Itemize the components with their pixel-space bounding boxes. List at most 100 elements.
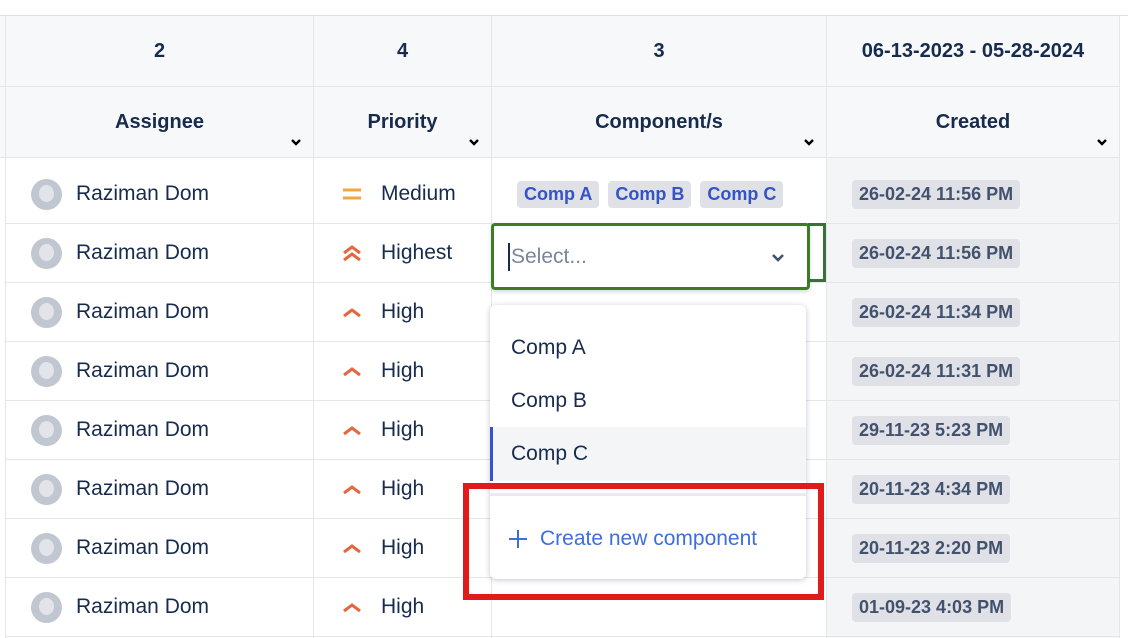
created-date: 26-02-24 11:56 PM [852, 238, 1021, 268]
chevron-down-icon[interactable] [804, 137, 814, 147]
created-date: 20-11-23 2:20 PM [852, 533, 1011, 563]
table-row-cell[interactable]: 26-02-24 11:34 PM [827, 283, 1119, 342]
table-row-cell[interactable]: Highest [314, 224, 491, 283]
priority-column: 4 Priority Medium Highest High High High High… [314, 16, 492, 638]
priority-label: High [381, 477, 425, 500]
components-column: 3 Component/s Comp A Comp B Comp C [492, 16, 827, 638]
created-header[interactable]: Created [827, 87, 1119, 158]
table-row-cell[interactable]: 26-02-24 11:56 PM [827, 224, 1119, 283]
avatar [31, 296, 62, 328]
assignee-header[interactable]: Assignee [6, 87, 313, 158]
avatar [31, 532, 62, 564]
table-row-cell[interactable]: High [314, 460, 491, 519]
priority-label: Highest [381, 241, 453, 264]
high-priority-icon [341, 601, 363, 613]
assignee-name: Raziman Dom [76, 536, 210, 559]
components-header[interactable]: Component/s [492, 87, 826, 158]
chevron-down-icon[interactable] [1097, 137, 1107, 147]
top-divider [0, 15, 1128, 16]
table-row-cell[interactable]: Medium [314, 165, 491, 224]
table-row-cell[interactable]: Raziman Dom [6, 460, 313, 519]
created-date: 20-11-23 4:34 PM [852, 474, 1011, 504]
create-new-component-button[interactable]: Create new component [490, 511, 806, 567]
table-row-cell[interactable]: Comp A Comp B Comp C [492, 165, 826, 224]
priority-label: High [381, 359, 425, 382]
high-priority-icon [341, 306, 363, 318]
priority-header[interactable]: Priority [314, 87, 491, 158]
avatar [31, 414, 62, 446]
priority-count: 4 [314, 16, 491, 87]
chevron-down-icon[interactable] [771, 253, 785, 263]
table-row-cell[interactable]: 29-11-23 5:23 PM [827, 401, 1119, 460]
cell-focus-border [808, 223, 826, 282]
component-select-input[interactable]: Select... [491, 223, 810, 290]
header-label: Created [935, 110, 1011, 133]
components-count: 3 [492, 16, 826, 87]
avatar [31, 473, 62, 505]
assignee-name: Raziman Dom [76, 241, 210, 264]
table-row-cell[interactable]: High [314, 342, 491, 401]
medium-priority-icon [341, 186, 363, 202]
header-label: Component/s [595, 110, 723, 133]
chevron-down-icon[interactable] [469, 137, 479, 147]
priority-label: Medium [381, 182, 456, 205]
high-priority-icon [341, 542, 363, 554]
table-row-cell[interactable]: Raziman Dom [6, 519, 313, 578]
table-row-cell[interactable]: High [314, 578, 491, 637]
component-tag: Comp B [608, 180, 692, 208]
component-dropdown-menu: Comp A Comp B Comp C Create new componen… [490, 305, 806, 579]
table-row-cell[interactable]: 26-02-24 11:56 PM [827, 165, 1119, 224]
table-row-cell[interactable]: 20-11-23 2:20 PM [827, 519, 1119, 578]
option-comp-c[interactable]: Comp C [490, 427, 806, 481]
table-row-cell[interactable]: Raziman Dom [6, 165, 313, 224]
table-row-cell[interactable]: Raziman Dom [6, 224, 313, 283]
menu-divider [490, 493, 806, 496]
avatar [31, 178, 62, 210]
table-row-cell[interactable]: Raziman Dom [6, 342, 313, 401]
assignee-name: Raziman Dom [76, 182, 210, 205]
priority-label: High [381, 300, 425, 323]
assignee-count: 2 [6, 16, 313, 87]
high-priority-icon [341, 365, 363, 377]
created-date: 26-02-24 11:34 PM [852, 297, 1021, 327]
assignee-name: Raziman Dom [76, 300, 210, 323]
avatar [31, 237, 62, 269]
table-row-cell[interactable] [492, 578, 826, 637]
plus-icon [509, 530, 527, 548]
assignee-column: 2 Assignee Raziman Dom Raziman Dom Raziman… [6, 16, 314, 638]
created-date: 26-02-24 11:56 PM [852, 179, 1021, 209]
assignee-name: Raziman Dom [76, 595, 210, 618]
component-tag: Comp C [700, 180, 784, 208]
priority-label: High [381, 595, 425, 618]
select-placeholder: Select... [511, 244, 587, 268]
option-comp-a[interactable]: Comp A [511, 336, 586, 359]
table-row-cell[interactable]: High [314, 283, 491, 342]
created-range: 06-13-2023 - 05-28-2024 [827, 16, 1119, 87]
created-column: 06-13-2023 - 05-28-2024 Created 26-02-24… [827, 16, 1120, 638]
created-date: 26-02-24 11:31 PM [852, 356, 1021, 386]
text-cursor [508, 242, 510, 271]
left-column-edge [0, 16, 6, 638]
assignee-name: Raziman Dom [76, 359, 210, 382]
created-date: 01-09-23 4:03 PM [852, 592, 1012, 622]
assignee-name: Raziman Dom [76, 418, 210, 441]
priority-label: High [381, 536, 425, 559]
header-label: Assignee [115, 110, 204, 133]
table-row-cell[interactable]: High [314, 401, 491, 460]
table-row-cell[interactable]: 01-09-23 4:03 PM [827, 578, 1119, 637]
create-label: Create new component [540, 527, 758, 550]
table-row-cell[interactable]: High [314, 519, 491, 578]
avatar [31, 591, 62, 623]
created-date: 29-11-23 5:23 PM [852, 415, 1011, 445]
priority-label: High [381, 418, 425, 441]
chevron-down-icon[interactable] [291, 137, 301, 147]
table-row-cell[interactable]: Raziman Dom [6, 401, 313, 460]
table-row-cell[interactable]: 20-11-23 4:34 PM [827, 460, 1119, 519]
highlight-annotation-box [463, 483, 824, 600]
table-row-cell[interactable]: Raziman Dom [6, 283, 313, 342]
high-priority-icon [341, 424, 363, 436]
option-comp-b[interactable]: Comp B [511, 389, 587, 412]
table-row-cell[interactable]: Raziman Dom [6, 578, 313, 637]
table-row-cell[interactable]: 26-02-24 11:31 PM [827, 342, 1119, 401]
avatar [31, 355, 62, 387]
